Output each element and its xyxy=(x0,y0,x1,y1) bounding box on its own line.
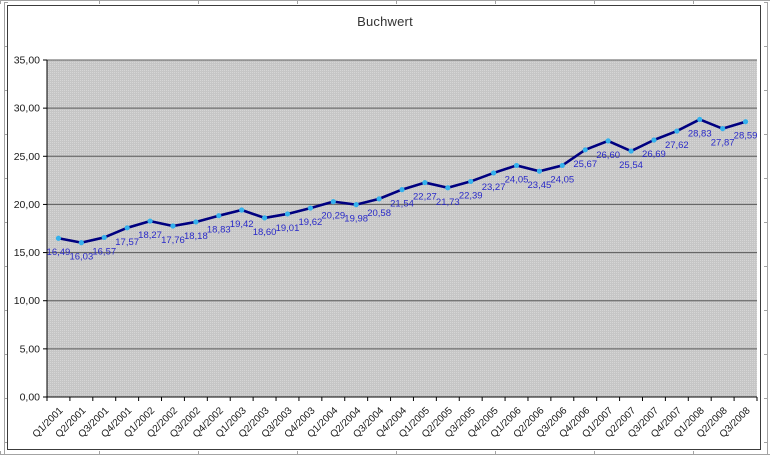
data-point xyxy=(376,196,382,202)
data-label: 18,27 xyxy=(138,230,162,241)
y-tick-label: 10,00 xyxy=(14,295,40,307)
data-label: 23,45 xyxy=(528,180,552,191)
data-label: 25,54 xyxy=(619,160,643,171)
data-label: 17,76 xyxy=(161,235,185,246)
data-label: 16,57 xyxy=(92,246,116,257)
data-point xyxy=(170,223,176,229)
data-label: 19,42 xyxy=(230,219,254,230)
data-label: 26,69 xyxy=(642,149,666,160)
data-point xyxy=(445,185,451,191)
data-point xyxy=(605,138,611,144)
data-point xyxy=(261,215,268,221)
y-tick-label: 5,00 xyxy=(20,343,41,355)
data-point xyxy=(124,225,130,231)
x-tick-labels: Q1/2001Q2/2001Q3/2001Q4/2001Q1/2002Q2/20… xyxy=(31,405,753,440)
data-point xyxy=(697,116,703,123)
data-label: 23,27 xyxy=(482,182,506,193)
data-label: 17,57 xyxy=(115,237,139,248)
data-point xyxy=(353,202,359,208)
data-label: 19,01 xyxy=(276,223,300,234)
data-points xyxy=(55,116,749,246)
y-tick-labels: 0,00 5,00 10,00 15,00 20,00 25,00 30,00 35,00 xyxy=(14,55,40,404)
data-point xyxy=(491,170,497,176)
data-label: 20,29 xyxy=(321,211,345,222)
data-point xyxy=(147,218,153,224)
data-label: 18,18 xyxy=(184,231,208,242)
gridlines xyxy=(47,59,757,350)
data-point xyxy=(216,213,222,219)
data-point xyxy=(330,199,336,205)
data-point xyxy=(193,219,199,225)
data-point xyxy=(536,168,543,174)
data-label: 26,60 xyxy=(596,150,620,161)
data-point xyxy=(55,235,62,241)
data-point xyxy=(284,211,291,217)
data-point xyxy=(651,137,657,143)
data-point xyxy=(720,126,726,132)
data-label: 25,67 xyxy=(573,159,597,170)
data-label: 19,62 xyxy=(298,217,322,228)
y-tick-label: 20,00 xyxy=(14,199,40,211)
plot-area xyxy=(47,60,757,397)
data-label: 21,73 xyxy=(436,197,460,208)
data-point xyxy=(78,240,84,246)
data-label: 22,39 xyxy=(459,190,483,201)
data-point xyxy=(742,119,749,125)
data-point xyxy=(101,234,107,241)
data-point xyxy=(399,187,405,193)
data-label: 27,62 xyxy=(665,140,689,151)
data-point xyxy=(628,148,634,154)
data-label: 22,27 xyxy=(413,192,437,203)
data-point xyxy=(239,207,245,213)
y-tick-label: 0,00 xyxy=(20,392,41,404)
chart-title: Buchwert xyxy=(357,14,413,29)
data-point xyxy=(513,162,520,169)
data-label: 18,83 xyxy=(207,225,231,236)
data-point xyxy=(468,178,474,185)
data-label: 28,83 xyxy=(688,128,712,139)
y-tick-label: 15,00 xyxy=(14,247,40,259)
axes xyxy=(43,59,758,401)
data-point xyxy=(582,147,588,153)
data-label: 27,87 xyxy=(711,138,735,149)
data-label: 16,49 xyxy=(47,247,71,258)
data-label: 20,58 xyxy=(367,208,391,219)
y-tick-label: 35,00 xyxy=(14,55,40,67)
y-tick-label: 30,00 xyxy=(14,103,40,115)
data-label: 24,05 xyxy=(550,174,574,185)
data-label: 28,59 xyxy=(734,131,758,142)
data-label: 18,60 xyxy=(253,227,277,238)
data-point xyxy=(559,162,565,169)
data-point xyxy=(307,205,313,211)
data-label: 24,05 xyxy=(505,174,529,185)
data-point xyxy=(674,128,680,134)
data-point xyxy=(422,179,428,186)
data-label: 16,03 xyxy=(69,252,93,263)
y-tick-label: 25,00 xyxy=(14,151,40,163)
data-label: 19,98 xyxy=(344,214,368,225)
data-label: 21,54 xyxy=(390,199,414,210)
